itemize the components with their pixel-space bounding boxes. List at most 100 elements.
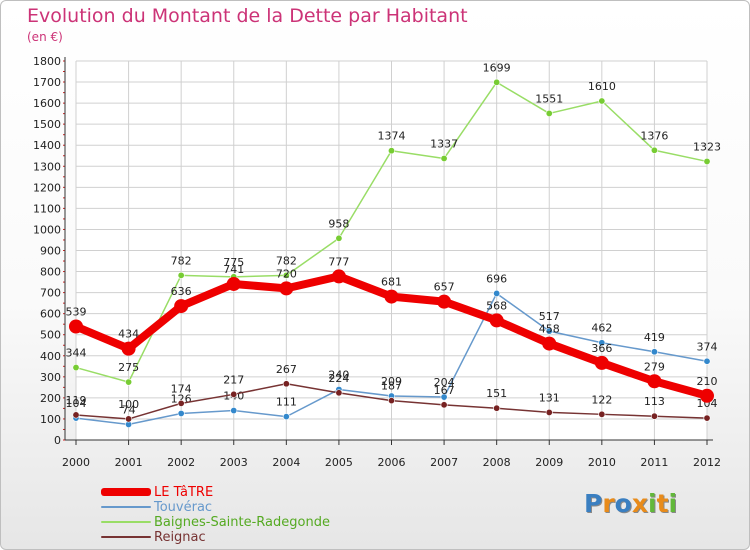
logo-letter: i (648, 489, 657, 518)
data-label-reignac: 174 (171, 382, 192, 395)
x-tick-label: 2006 (378, 456, 406, 469)
data-label-baignes-sainte-radegonde: 1374 (378, 130, 406, 143)
data-point-touv-rac (177, 409, 185, 417)
data-point-reignac (72, 411, 80, 419)
proxiti-logo: Proxiti (584, 489, 677, 518)
x-tick-label: 2005 (325, 456, 353, 469)
x-tick-label: 2008 (483, 456, 511, 469)
data-point-reignac (335, 389, 343, 397)
data-label-reignac: 217 (223, 373, 244, 386)
data-label-le-t-tre: 777 (328, 255, 349, 268)
data-label-le-t-tre: 366 (591, 342, 612, 355)
data-label-le-t-tre: 720 (276, 267, 297, 280)
legend-swatch-baignes-sainte-radegonde (101, 521, 151, 523)
y-tick-label: 400 (40, 350, 61, 363)
y-tick-label: 700 (40, 287, 61, 300)
data-point-touv-rac (282, 413, 290, 421)
y-tick-label: 1800 (33, 55, 61, 68)
data-label-touv-rac: 517 (539, 310, 560, 323)
data-point-le-t-tre (331, 269, 346, 284)
y-tick-label: 1100 (33, 202, 61, 215)
data-point-le-t-tre (384, 289, 399, 304)
data-point-le-t-tre (279, 281, 294, 296)
y-tick-label: 1200 (33, 181, 61, 194)
legend-label-reignac: Reignac (154, 530, 206, 545)
data-point-baignes-sainte-radegonde (650, 146, 658, 154)
y-tick-label: 0 (54, 434, 61, 447)
data-label-touv-rac: 204 (434, 376, 455, 389)
data-label-baignes-sainte-radegonde: 1551 (535, 92, 563, 105)
data-label-le-t-tre: 681 (381, 276, 402, 289)
data-label-baignes-sainte-radegonde: 1699 (483, 61, 511, 74)
y-tick-label: 100 (40, 413, 61, 426)
data-label-baignes-sainte-radegonde: 1337 (430, 137, 458, 150)
data-label-touv-rac: 419 (644, 331, 665, 344)
data-label-le-t-tre: 568 (486, 299, 507, 312)
chart-title: Evolution du Montant de la Dette par Hab… (27, 5, 468, 27)
x-tick-label: 2011 (640, 456, 668, 469)
y-tick-label: 1500 (33, 118, 61, 131)
data-label-le-t-tre: 434 (118, 328, 139, 341)
data-point-le-t-tre (174, 299, 189, 314)
data-point-reignac (177, 399, 185, 407)
legend-label-baignes-sainte-radegonde: Baignes-Sainte-Radegonde (154, 515, 330, 530)
x-tick-label: 2012 (693, 456, 721, 469)
data-label-baignes-sainte-radegonde: 958 (328, 217, 349, 230)
data-point-reignac (493, 404, 501, 412)
data-label-le-t-tre: 539 (66, 306, 87, 319)
data-label-reignac: 100 (118, 398, 139, 411)
data-point-baignes-sainte-radegonde (440, 154, 448, 162)
y-tick-label: 1300 (33, 160, 61, 173)
data-point-reignac (598, 410, 606, 418)
y-tick-label: 900 (40, 245, 61, 258)
data-label-touv-rac: 111 (276, 396, 297, 409)
y-tick-label: 800 (40, 266, 61, 279)
x-tick-label: 2004 (272, 456, 300, 469)
y-tick-label: 600 (40, 308, 61, 321)
data-label-touv-rac: 374 (697, 340, 718, 353)
data-point-le-t-tre (437, 294, 452, 309)
data-label-baignes-sainte-radegonde: 782 (171, 254, 192, 267)
data-point-le-t-tre (121, 341, 136, 356)
data-point-reignac (440, 401, 448, 409)
data-point-baignes-sainte-radegonde (282, 271, 290, 279)
data-point-le-t-tre (69, 319, 83, 334)
y-tick-label: 500 (40, 329, 61, 342)
data-point-le-t-tre (594, 355, 609, 370)
data-point-touv-rac (598, 339, 606, 347)
y-tick-label: 200 (40, 392, 61, 405)
data-point-baignes-sainte-radegonde (125, 378, 133, 386)
data-point-baignes-sainte-radegonde (72, 364, 80, 372)
data-point-le-t-tre (542, 336, 557, 351)
data-label-baignes-sainte-radegonde: 1323 (693, 140, 721, 153)
data-point-touv-rac (650, 348, 658, 356)
data-label-reignac: 122 (591, 393, 612, 406)
y-tick-label: 1400 (33, 139, 61, 152)
data-label-reignac: 267 (276, 363, 297, 376)
data-point-baignes-sainte-radegonde (177, 271, 185, 279)
data-label-le-t-tre: 636 (171, 285, 192, 298)
y-tick-label: 300 (40, 371, 61, 384)
data-point-le-t-tre (647, 374, 662, 389)
legend-label-touv-rac: Touvérac (154, 500, 213, 515)
data-point-reignac (387, 397, 395, 405)
data-label-touv-rac: 696 (486, 272, 507, 285)
data-label-baignes-sainte-radegonde: 782 (276, 254, 297, 267)
data-point-le-t-tre (226, 276, 241, 291)
data-label-touv-rac: 104 (66, 397, 87, 410)
data-label-baignes-sainte-radegonde: 344 (66, 347, 87, 360)
data-label-reignac: 187 (381, 380, 402, 393)
data-point-touv-rac (440, 393, 448, 401)
data-point-reignac (125, 415, 133, 423)
x-tick-label: 2000 (62, 456, 90, 469)
data-label-reignac: 224 (328, 372, 349, 385)
data-point-baignes-sainte-radegonde (545, 109, 553, 117)
x-tick-label: 2001 (115, 456, 143, 469)
data-point-baignes-sainte-radegonde (387, 147, 395, 155)
data-label-le-t-tre: 657 (434, 281, 455, 294)
data-label-touv-rac: 209 (381, 375, 402, 388)
y-tick-label: 1000 (33, 223, 61, 236)
data-point-reignac (703, 414, 711, 422)
x-tick-label: 2009 (535, 456, 563, 469)
